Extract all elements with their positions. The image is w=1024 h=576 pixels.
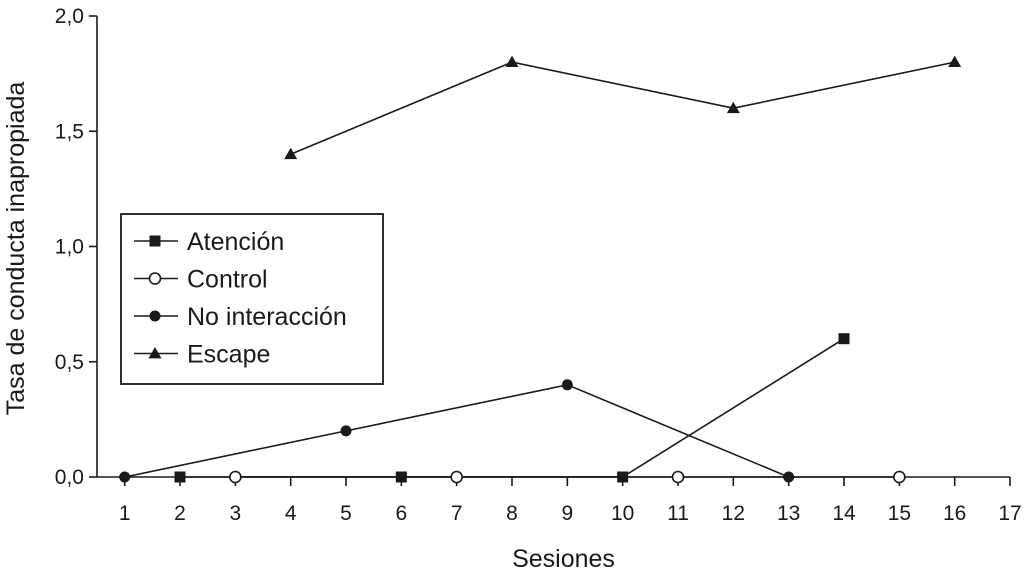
series-line-no-interaccion: [124, 383, 789, 478]
series-markers: [119, 55, 962, 484]
x-tick-label: 5: [340, 502, 352, 525]
legend-marker: [148, 272, 162, 285]
legend-label: No interacción: [187, 303, 347, 331]
legend-marker: [149, 235, 161, 247]
x-tick-label: 6: [395, 502, 407, 525]
x-tick-label: 17: [998, 502, 1021, 525]
legend-item: Escape: [134, 341, 270, 369]
legend-box: [120, 213, 384, 385]
legend: Atención Control No interacción Escape: [120, 213, 384, 385]
data-point-escape: [726, 101, 740, 114]
legend-label: Control: [187, 266, 268, 294]
x-tick-label: 10: [611, 502, 634, 525]
data-point-no-interaccion: [561, 379, 573, 391]
data-point-control: [450, 470, 463, 484]
legend-label: Escape: [187, 341, 270, 369]
y-tick-label: 1,5: [55, 120, 84, 143]
y-tick-label: 0,0: [55, 466, 84, 489]
data-point-atencion: [617, 471, 629, 483]
x-axis-title: Sesiones: [512, 545, 615, 573]
x-tick-label: 7: [451, 502, 463, 525]
data-point-control: [229, 470, 242, 484]
data-point-escape: [505, 55, 519, 67]
data-point-escape: [284, 147, 298, 160]
axes: 0,00,51,01,52,01 2 3 4 5 6 7 8 9 10 11 12 13 14 15 16 17: [55, 5, 1022, 525]
series-line-escape: [290, 61, 955, 156]
y-tick-label: 0,5: [55, 351, 84, 374]
x-tick-label: 4: [285, 502, 297, 525]
data-point-escape: [948, 55, 962, 67]
data-point-no-interaccion: [783, 471, 795, 483]
series-layer: [119, 55, 962, 484]
x-tick-label: 15: [888, 502, 911, 525]
data-point-atencion: [395, 471, 407, 483]
legend-label: Atención: [187, 228, 284, 256]
x-tick-label: 1: [119, 502, 131, 525]
legend-item: Control: [134, 266, 268, 294]
x-tick-label: 3: [229, 502, 241, 525]
data-point-no-interaccion: [119, 471, 131, 483]
y-tick-label: 1,0: [55, 236, 84, 259]
legend-marker: [149, 310, 161, 322]
data-point-atencion: [174, 471, 186, 483]
x-tick-label: 8: [506, 502, 518, 525]
x-tick-label: 13: [777, 502, 800, 525]
x-tick-label: 2: [174, 502, 186, 525]
x-tick-label: 14: [832, 502, 856, 525]
x-tick-label: 16: [943, 502, 966, 525]
y-axis-title: Tasa de conducta inapropiada: [2, 82, 30, 416]
x-tick-label: 11: [667, 502, 689, 525]
legend-marker: [148, 347, 162, 359]
data-point-no-interaccion: [340, 425, 352, 437]
y-tick-label: 2,0: [55, 5, 84, 28]
legend-item: No interacción: [134, 303, 347, 331]
data-point-atencion: [838, 333, 850, 345]
data-point-control: [893, 470, 906, 484]
x-tick-label: 9: [561, 502, 573, 525]
legend-item: Atención: [134, 228, 284, 256]
x-tick-label: 12: [722, 502, 745, 525]
data-point-control: [671, 470, 685, 484]
